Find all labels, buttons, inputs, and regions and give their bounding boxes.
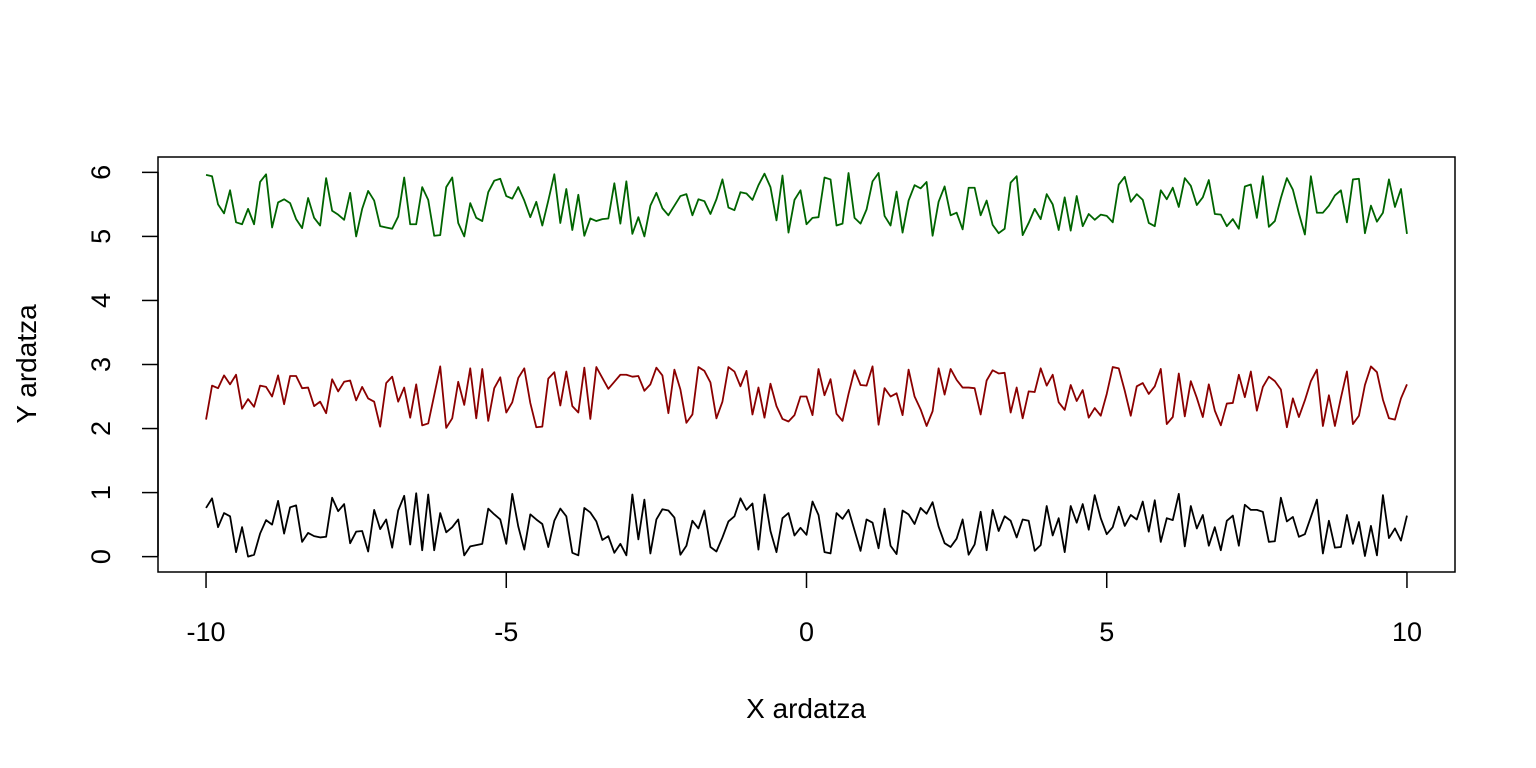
x-tick-label: -10 (187, 617, 226, 647)
y-tick-label: 4 (86, 293, 116, 308)
x-tick-label: 0 (799, 617, 814, 647)
x-axis-label: X ardatza (746, 693, 866, 724)
y-axis: 0 1 2 3 4 5 6 (86, 165, 159, 564)
y-tick-label: 5 (86, 229, 116, 244)
y-tick-label: 1 (86, 485, 116, 500)
x-tick-label: -5 (494, 617, 518, 647)
y-tick-label: 2 (86, 421, 116, 436)
series-line-3 (205, 172, 1408, 238)
x-tick-label: 10 (1392, 617, 1422, 647)
y-tick-label: 0 (86, 549, 116, 564)
series-line-1 (205, 492, 1408, 558)
x-axis: -10 -5 0 5 10 (187, 571, 1422, 647)
y-tick-label: 3 (86, 357, 116, 372)
series-layer (205, 172, 1408, 558)
y-tick-label: 6 (86, 165, 116, 180)
y-axis-label: Y ardatza (11, 304, 42, 424)
x-tick-label: 5 (1099, 617, 1114, 647)
series-line-2 (205, 365, 1408, 429)
